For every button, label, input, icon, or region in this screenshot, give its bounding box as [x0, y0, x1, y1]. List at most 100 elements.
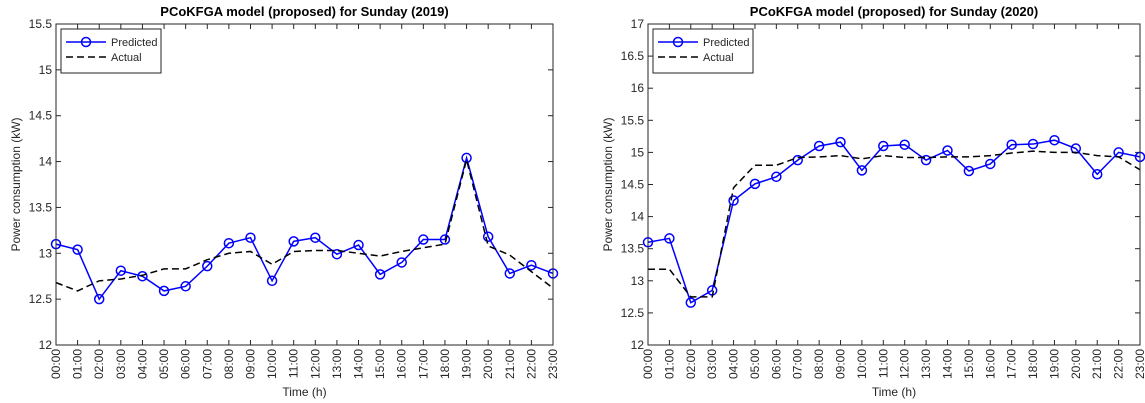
data-point: [482, 231, 494, 243]
data-point: [115, 265, 127, 276]
x-tick-label: 02:00: [684, 349, 698, 379]
x-tick-label: 19:00: [460, 349, 474, 379]
y-tick-label: 12.5: [621, 306, 645, 320]
data-point: [749, 178, 761, 190]
series-line: [647, 139, 1141, 304]
chart-title: PCoKFGA model (proposed) for Sunday (202…: [750, 4, 1038, 19]
legend-marker: [672, 36, 684, 48]
x-tick-label: 14:00: [940, 349, 954, 379]
data-point: [353, 239, 364, 251]
x-tick-label: 01:00: [71, 349, 85, 379]
y-tick-label: 13.5: [621, 242, 645, 256]
data-point: [728, 195, 739, 206]
x-tick-label: 02:00: [92, 349, 106, 379]
data-point: [374, 269, 386, 280]
data-point: [985, 158, 996, 170]
data-point: [223, 237, 235, 249]
x-tick-label: 13:00: [919, 349, 933, 379]
x-tick-label: 03:00: [705, 349, 719, 379]
x-tick-label: 00:00: [49, 349, 63, 379]
x-tick-label: 16:00: [983, 349, 997, 379]
data-point: [439, 234, 451, 245]
x-tick-label: 22:00: [1112, 349, 1126, 379]
data-point: [526, 259, 537, 271]
data-point: [685, 297, 697, 308]
data-point: [664, 233, 675, 244]
y-tick-label: 12.5: [29, 292, 53, 306]
y-tick-label: 16.5: [621, 49, 645, 63]
y-tick-label: 15: [631, 145, 645, 159]
y-tick-label: 15: [39, 63, 53, 77]
x-tick-label: 06:00: [179, 349, 193, 379]
data-point: [202, 260, 213, 272]
series-line: [55, 155, 554, 301]
x-tick-label: 18:00: [438, 349, 452, 379]
chart-panel: PCoKFGA model (proposed) for Sunday (202…: [601, 4, 1145, 399]
legend-marker: [80, 36, 92, 48]
data-point: [288, 236, 299, 247]
series-line: [648, 150, 1141, 298]
y-tick-label: 12: [631, 338, 645, 352]
x-tick-label: 05:00: [157, 349, 171, 379]
data-point: [137, 270, 148, 282]
legend-label: Predicted: [111, 37, 157, 49]
x-tick-label: 11:00: [287, 349, 301, 378]
y-tick-label: 13: [631, 274, 645, 288]
x-tick-label: 08:00: [222, 349, 236, 379]
plot-area: [56, 24, 553, 345]
data-point: [1049, 134, 1060, 146]
chart-title: PCoKFGA model (proposed) for Sunday (201…: [160, 4, 448, 19]
legend: Predicted Actual: [652, 28, 754, 74]
data-point: [792, 154, 803, 166]
x-axis-label: Time (h): [282, 385, 326, 399]
x-tick-label: 20:00: [481, 349, 495, 379]
x-tick-label: 19:00: [1047, 349, 1061, 379]
y-axis-label: Power consumption (kW): [9, 117, 23, 251]
x-tick-label: 22:00: [524, 349, 538, 379]
x-tick-label: 21:00: [503, 349, 517, 379]
y-axis-label: Power consumption (kW): [601, 117, 615, 251]
data-point: [504, 268, 516, 279]
x-tick-label: 00:00: [641, 349, 655, 379]
y-tick-label: 15.5: [29, 17, 53, 31]
data-point: [920, 154, 932, 166]
data-point: [180, 281, 191, 292]
x-tick-label: 06:00: [769, 349, 783, 379]
x-tick-label: 04:00: [727, 349, 741, 379]
x-tick-label: 13:00: [330, 349, 344, 379]
x-tick-label: 10:00: [265, 349, 279, 379]
axes-box: [647, 23, 1141, 346]
y-tick-label: 13: [39, 246, 53, 260]
y-tick-label: 14.5: [29, 109, 53, 123]
legend-label: Actual: [111, 52, 142, 64]
x-tick-label: 20:00: [1069, 349, 1083, 379]
data-point: [771, 171, 782, 183]
legend: Predicted Actual: [60, 28, 162, 74]
data-point: [245, 232, 256, 243]
x-tick-label: 11:00: [876, 349, 890, 378]
x-tick-label: 08:00: [812, 349, 826, 379]
x-tick-label: 15:00: [373, 349, 387, 379]
x-tick-label: 15:00: [962, 349, 976, 379]
data-point: [963, 165, 975, 177]
y-tick-label: 15.5: [621, 113, 645, 127]
x-tick-label: 07:00: [791, 349, 805, 379]
x-tick-label: 16:00: [395, 349, 409, 379]
y-tick-label: 14.5: [621, 178, 645, 192]
legend-label: Predicted: [703, 37, 749, 49]
x-tick-label: 09:00: [243, 349, 257, 379]
y-tick-label: 14: [631, 210, 645, 224]
data-point: [93, 293, 105, 305]
plot-area: [648, 24, 1140, 345]
data-point: [158, 285, 170, 297]
data-point: [396, 257, 407, 268]
x-tick-label: 07:00: [200, 349, 214, 379]
data-point: [72, 244, 83, 255]
legend-box: [652, 28, 754, 74]
x-tick-label: 17:00: [416, 349, 430, 379]
data-point: [942, 145, 953, 156]
x-tick-label: 03:00: [114, 349, 128, 379]
x-tick-label: 05:00: [748, 349, 762, 379]
data-point: [1091, 168, 1103, 180]
